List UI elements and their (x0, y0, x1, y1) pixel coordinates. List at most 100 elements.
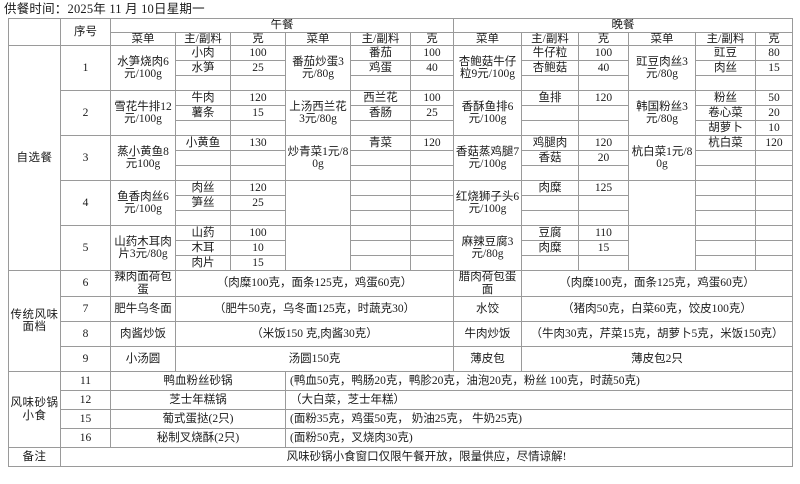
ingredient-name: 杭白菜 (695, 135, 757, 151)
ingredient-gram (409, 120, 455, 136)
dish-name[interactable]: 上汤西兰花3元/80g (285, 90, 351, 136)
pot-row: 16 秘制叉烧酥(2只) (面粉50克，叉烧肉30克) (9, 428, 794, 448)
ingredient-name (695, 180, 757, 196)
ingredient-gram (409, 180, 455, 196)
pot-dish-desc: (面粉35克，鸡蛋50克， 奶油25克， 牛奶25克) (284, 409, 794, 429)
row-index: 8 (60, 321, 111, 347)
corner-cell (8, 18, 61, 46)
noodle-dish-name[interactable]: 小汤圆 (110, 346, 176, 372)
section-label-self-serve: 自选餐 (8, 45, 61, 271)
pot-dish-name[interactable]: 秘制叉烧酥(2只) (110, 428, 286, 448)
row-index: 11 (60, 371, 111, 391)
row-index: 7 (60, 296, 111, 322)
noodle-dish-name[interactable]: 辣肉面荷包蛋 (110, 270, 176, 297)
ingredient-name (350, 195, 411, 211)
header-gram-5: 克 (409, 31, 455, 46)
header-gram-8: 克 (578, 31, 630, 46)
ingredient-name: 胡萝卜 (695, 120, 757, 136)
ingredient-name: 番茄 (350, 45, 411, 61)
dish-name[interactable] (285, 180, 351, 226)
ingredient-gram: 25 (230, 195, 286, 211)
self-serve-subrow: 水笋 25 鸡蛋 40 杏鲍菇 40 肉丝 15 (9, 60, 794, 76)
dish-name[interactable]: 水笋烧肉6元/100g (110, 45, 176, 91)
ingredient-name: 小黄鱼 (175, 135, 231, 151)
dish-name[interactable] (285, 225, 351, 271)
ingredient-gram (755, 195, 794, 211)
row-index: 12 (60, 390, 111, 410)
noodle-dish-desc: （牛肉30克，芹菜15克，胡萝卜5克，米饭150克） (521, 321, 794, 347)
ingredient-name: 笋丝 (175, 195, 231, 211)
header-lunch: 午餐 (109, 18, 455, 33)
ingredient-name (521, 105, 580, 121)
dish-name[interactable] (628, 225, 697, 271)
row-index: 4 (60, 180, 111, 226)
ingredient-name: 粉丝 (695, 90, 757, 106)
pot-row: 风味砂锅小食 11 鸭血粉丝砂锅 (鸭血50克，鸭肠20克，鸭胗20克，油泡20克，粉… (8, 371, 794, 448)
ingredient-name (350, 165, 411, 181)
noodle-dish-name[interactable]: 腊肉荷包蛋面 (453, 270, 523, 297)
pot-dish-name[interactable]: 芝士年糕锅 (110, 390, 286, 410)
ingredient-name: 香菇 (521, 150, 580, 166)
ingredient-gram: 15 (230, 105, 286, 121)
ingredient-gram: 125 (578, 180, 630, 196)
menu-table: 序号 午餐 晚餐 菜单 主/副料克菜单 主/副料克菜单 主/副料克菜单 主/副料克自选餐 1 水笋… (8, 18, 794, 467)
self-serve-subrow: 木耳 10 肉糜 15 (9, 240, 794, 256)
header-ingredient-1: 主/副料 (175, 31, 231, 46)
ingredient-name: 肉丝 (175, 180, 231, 196)
noodle-dish-name[interactable]: 水饺 (453, 296, 523, 322)
dish-name[interactable]: 炒青菜1元/80g (285, 135, 351, 181)
header-ingredient-4: 主/副料 (350, 31, 411, 46)
ingredient-name (695, 210, 757, 226)
ingredient-name (175, 120, 231, 136)
dish-name[interactable]: 杭白菜1元/80g (628, 135, 697, 181)
noodle-dish-desc: （肉糜100克，面条125克，鸡蛋60克） (174, 270, 455, 297)
header-menu-6: 菜单 (453, 31, 523, 46)
ingredient-gram (755, 75, 794, 91)
section-label-noodle: 传统风味面档 (8, 270, 61, 372)
dish-name[interactable]: 番茄炒蛋3元/80g (285, 45, 351, 91)
ingredient-gram (409, 75, 455, 91)
self-serve-subrow: 胡萝卜 10 (9, 120, 794, 136)
section-label-pot: 风味砂锅小食 (8, 371, 61, 448)
ingredient-name: 牛肉 (175, 90, 231, 106)
ingredient-name (521, 165, 580, 181)
noodle-row: 8 肉酱炒饭 （米饭150 克,肉酱30克） 牛肉炒饭 （牛肉30克，芹菜15克，胡萝卜… (9, 321, 794, 347)
dish-name[interactable]: 豇豆肉丝3元/80g (628, 45, 697, 91)
ingredient-name (521, 210, 580, 226)
dish-name[interactable]: 香酥鱼排6元/100g (453, 90, 523, 136)
noodle-dish-name[interactable]: 薄皮包 (453, 346, 523, 372)
ingredient-gram: 100 (230, 45, 286, 61)
noodle-dish-name[interactable]: 肥牛乌冬面 (110, 296, 176, 322)
dish-name[interactable]: 鱼香肉丝6元/100g (110, 180, 176, 226)
pot-dish-name[interactable]: 葡式蛋挞(2只) (110, 409, 286, 429)
ingredient-gram (755, 180, 794, 196)
row-index: 15 (60, 409, 111, 429)
row-index: 16 (60, 428, 111, 448)
dish-name[interactable]: 红烧狮子头6元/100g (453, 180, 523, 226)
dish-name[interactable]: 雪花牛排12元/100g (110, 90, 176, 136)
dish-name[interactable]: 麻辣豆腐3元/80g (453, 225, 523, 271)
dish-name[interactable]: 杏鲍菇牛仔粒9元/100g (453, 45, 523, 91)
dish-name[interactable]: 韩国粉丝3元/80g (628, 90, 697, 136)
ingredient-gram (578, 75, 630, 91)
ingredient-gram (578, 105, 630, 121)
self-serve-subrow: 2 雪花牛排12元/100g 牛肉 120 上汤西兰花3元/80g 西兰花 100 香酥鱼排6… (9, 90, 794, 136)
ingredient-name: 卷心菜 (695, 105, 757, 121)
dish-name[interactable] (628, 180, 697, 226)
ingredient-gram (578, 255, 630, 271)
self-serve-subrow: 5 山药木耳肉片3元/80g 山药 100 麻辣豆腐3元/80g 豆腐 110 (9, 225, 794, 271)
ingredient-gram (578, 210, 630, 226)
ingredient-name (695, 225, 757, 241)
dish-name[interactable]: 蒸小黄鱼8元100g (110, 135, 176, 181)
self-serve-subrow: 肉片 15 (9, 255, 794, 271)
noodle-dish-name[interactable]: 肉酱炒饭 (110, 321, 176, 347)
pot-row: 15 葡式蛋挞(2只) (面粉35克，鸡蛋50克， 奶油25克， 牛奶25克) (9, 409, 794, 429)
dish-name[interactable]: 香菇蒸鸡腿7元/100g (453, 135, 523, 181)
noodle-dish-name[interactable]: 牛肉炒饭 (453, 321, 523, 347)
dish-name[interactable]: 山药木耳肉片3元/80g (110, 225, 176, 271)
noodle-row: 9 小汤圆 汤圆150克 薄皮包 薄皮包2只 (9, 346, 794, 372)
pot-dish-name[interactable]: 鸭血粉丝砂锅 (110, 371, 286, 391)
ingredient-name (350, 225, 411, 241)
ingredient-gram (230, 120, 286, 136)
menu-table-body: 序号 午餐 晚餐 菜单 主/副料克菜单 主/副料克菜单 主/副料克菜单 主/副料克自选餐 1 水笋… (8, 18, 794, 467)
